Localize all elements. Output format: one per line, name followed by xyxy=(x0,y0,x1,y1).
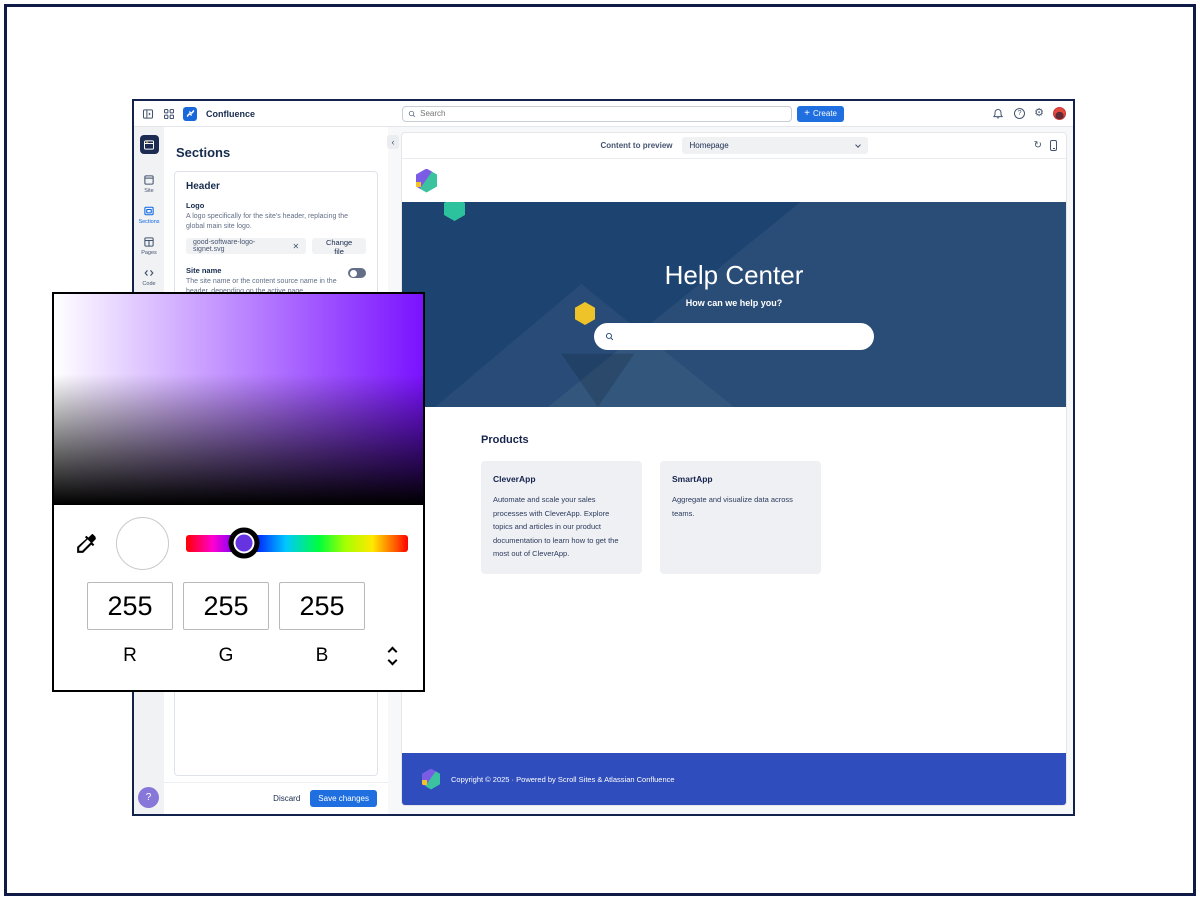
saturation-value-gradient[interactable] xyxy=(54,294,423,505)
create-button[interactable]: + Create xyxy=(797,105,844,122)
site-footer: Copyright © 2025 · Powered by Scroll Sit… xyxy=(402,753,1066,805)
chevron-down-icon xyxy=(854,141,861,148)
nav-center: + Create xyxy=(262,105,984,122)
help-bubble-button[interactable]: ? xyxy=(138,787,159,808)
rgb-labels: R G B xyxy=(54,645,423,667)
logo-field-description: A logo specifically for the site's heade… xyxy=(186,213,349,231)
change-file-button[interactable]: Change file xyxy=(312,238,366,256)
search-icon xyxy=(605,332,614,340)
hue-slider[interactable] xyxy=(186,527,408,559)
current-color-swatch xyxy=(116,516,169,570)
sidebar-toggle-icon[interactable] xyxy=(141,107,155,121)
eyedropper-icon[interactable] xyxy=(74,531,99,556)
hero-search-bar[interactable] xyxy=(594,322,874,350)
dropdown-value: Homepage xyxy=(689,141,729,150)
app-switcher-icon[interactable] xyxy=(162,107,176,121)
red-value-input[interactable] xyxy=(87,582,173,630)
rgb-inputs xyxy=(54,582,423,630)
red-label: R xyxy=(123,645,137,666)
footer-logo-icon xyxy=(422,768,440,790)
product-cards: CleverApp Automate and scale your sales … xyxy=(481,461,1066,574)
logo-field-label: Logo xyxy=(186,201,205,210)
site-preview-header xyxy=(402,159,1066,202)
global-search[interactable] xyxy=(402,105,793,122)
remove-file-icon[interactable]: ✕ xyxy=(292,241,300,251)
code-icon xyxy=(144,269,154,277)
products-heading: Products xyxy=(481,434,529,446)
preview-page-dropdown[interactable]: Homepage xyxy=(681,137,868,154)
help-icon[interactable]: ? xyxy=(1014,108,1026,119)
sidebar-item-site[interactable]: Site xyxy=(134,174,164,194)
confluence-window: Confluence + Create ? ⚙ xyxy=(132,99,1075,816)
sidebar-item-pages[interactable]: Pages xyxy=(134,236,164,256)
site-preview: Help Center How can we help you? Product… xyxy=(402,159,1066,805)
format-switch-icon[interactable] xyxy=(387,646,397,666)
site-name-toggle[interactable] xyxy=(348,268,366,279)
site-name-setting: Site name The site name or the content s… xyxy=(186,266,366,297)
confluence-logo-icon[interactable] xyxy=(183,106,197,121)
site-name-label: Site name xyxy=(186,266,222,276)
app-title: Confluence xyxy=(206,108,256,119)
site-content: Products CleverApp Automate and scale yo… xyxy=(402,407,1066,753)
search-input[interactable] xyxy=(420,109,787,118)
nav-right-icons: ? ⚙ xyxy=(991,107,1066,121)
hero-banner: Help Center How can we help you? xyxy=(402,202,1066,407)
preview-area: ‹ Content to preview Homepage ↻ xyxy=(387,127,1073,814)
green-value-input[interactable] xyxy=(183,582,269,630)
plus-icon: + xyxy=(804,107,810,119)
search-icon xyxy=(408,110,416,117)
file-name: good-software-logo-signet.svg xyxy=(193,239,256,254)
color-picker-dialog: R G B xyxy=(52,292,425,692)
hue-slider-handle[interactable] xyxy=(228,527,260,559)
footer-copyright: Copyright © 2025 · Powered by Scroll Sit… xyxy=(451,774,675,784)
green-label: G xyxy=(218,645,234,666)
site-icon xyxy=(144,175,154,185)
hero-subtitle: How can we help you? xyxy=(685,297,783,308)
pages-icon xyxy=(144,237,154,247)
top-navigation: Confluence + Create ? ⚙ xyxy=(134,101,1073,127)
card-title: Header xyxy=(186,181,220,192)
product-card-cleverapp[interactable]: CleverApp Automate and scale your sales … xyxy=(481,461,642,574)
mobile-preview-icon[interactable] xyxy=(1050,140,1057,151)
site-name-description: The site name or the content source name… xyxy=(186,278,337,295)
hero-title: Help Center xyxy=(664,259,804,290)
preview-toolbar: Content to preview Homepage ↻ xyxy=(402,133,1066,159)
blue-value-input[interactable] xyxy=(279,582,365,630)
site-logo-icon xyxy=(416,168,437,193)
panel-title: Sections xyxy=(176,145,231,160)
screenshot-frame: Confluence + Create ? ⚙ xyxy=(4,4,1196,896)
sidebar-item-sections[interactable]: Sections xyxy=(134,205,164,225)
logo-file-row: good-software-logo-signet.svg ✕ Change f… xyxy=(186,238,366,256)
panel-footer: Discard Save changes xyxy=(164,782,388,814)
blue-label: B xyxy=(315,645,329,666)
notifications-bell-icon[interactable] xyxy=(991,107,1005,121)
settings-gear-icon[interactable]: ⚙ xyxy=(1034,107,1044,119)
preview-toolbar-icons: ↻ xyxy=(1034,140,1057,151)
save-changes-button[interactable]: Save changes xyxy=(310,790,377,807)
content-to-preview-label: Content to preview xyxy=(600,141,673,150)
collapse-panel-icon[interactable]: ‹ xyxy=(387,135,399,149)
sections-icon xyxy=(144,206,154,216)
user-avatar[interactable] xyxy=(1053,107,1066,120)
yellow-hexagon-icon xyxy=(575,302,595,325)
preview-card: Content to preview Homepage ↻ xyxy=(401,132,1067,806)
product-card-smartapp[interactable]: SmartApp Aggregate and visualize data ac… xyxy=(660,461,821,574)
sidebar-item-code[interactable]: Code xyxy=(134,267,164,287)
teal-hexagon-icon xyxy=(444,202,465,221)
refresh-icon[interactable]: ↻ xyxy=(1033,139,1042,151)
picker-controls xyxy=(54,509,423,577)
theme-editor-icon[interactable] xyxy=(139,135,159,154)
discard-button[interactable]: Discard xyxy=(273,794,301,803)
main-area: Site Sections Pages Code ? Sections xyxy=(134,127,1073,814)
logo-file-chip[interactable]: good-software-logo-signet.svg ✕ xyxy=(186,238,307,255)
